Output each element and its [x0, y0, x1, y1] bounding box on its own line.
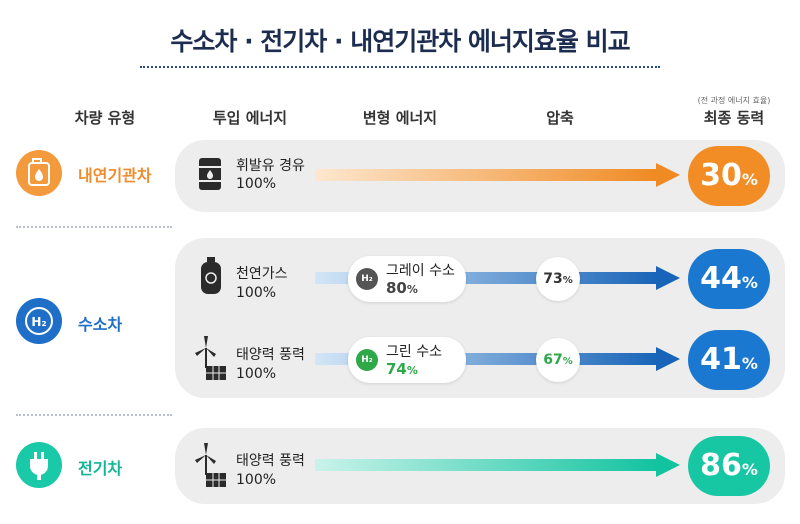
green-source-percent: 100% [236, 366, 277, 382]
vehicle-label-electric: 전기차 [78, 459, 123, 478]
gray-source-name: 천연가스 [236, 266, 288, 282]
header-converted-energy: 변형 에너지 [362, 109, 438, 127]
green-compression-circle: 67% [536, 338, 580, 382]
electric-final-efficiency: 86% [688, 436, 770, 496]
gas-cylinder-icon [198, 256, 224, 300]
header-vehicle-type: 차량 유형 [74, 109, 136, 127]
electric-final-unit: % [741, 460, 758, 479]
fuel-can-icon [16, 150, 62, 196]
gray-hydrogen-pill: H₂ 그레이 수소 80% [348, 256, 466, 302]
ice-source-name: 휘발유 경유 [236, 158, 305, 174]
vehicle-label-hydrogen: 수소차 [78, 315, 123, 334]
row-separator [16, 414, 172, 416]
green-source-name: 태양력 풍력 [236, 347, 305, 363]
green-final-efficiency: 41% [688, 330, 770, 390]
wind-solar-icon [192, 441, 228, 493]
header-final-power-note: (전 과정 에너지 효율) [697, 96, 771, 105]
header-input-energy: 투입 에너지 [212, 109, 288, 127]
gray-final-value: 44 [700, 261, 742, 296]
electric-flow-arrow [315, 453, 680, 481]
gray-h2-badge: H₂ [356, 268, 378, 290]
ice-flow-arrow [315, 163, 680, 191]
gray-hydrogen-percent: 80% [386, 279, 418, 297]
hydrogen-row-panel [175, 238, 785, 398]
svg-text:H₂: H₂ [31, 315, 46, 329]
green-h2-badge: H₂ [356, 349, 378, 371]
row-separator [16, 226, 172, 228]
title-divider [140, 66, 660, 68]
header-compression: 압축 [546, 109, 574, 127]
electric-source-percent: 100% [236, 472, 277, 488]
gray-final-unit: % [741, 273, 758, 292]
gray-compression-circle: 73% [536, 257, 580, 301]
gray-hydrogen-label: 그레이 수소 [386, 263, 455, 279]
electric-final-value: 86 [700, 448, 742, 483]
page-title: 수소차 · 전기차 · 내연기관차 에너지효율 비교 [170, 27, 630, 56]
ice-final-efficiency: 30% [688, 146, 770, 206]
green-hydrogen-label: 그린 수소 [386, 344, 442, 360]
ice-final-value: 30 [700, 158, 742, 193]
vehicle-label-ice: 내연기관차 [78, 166, 152, 185]
gray-final-efficiency: 44% [688, 249, 770, 309]
green-hydrogen-percent: 74% [386, 360, 418, 378]
green-final-value: 41 [700, 342, 742, 377]
green-final-unit: % [741, 354, 758, 373]
electric-source-name: 태양력 풍력 [236, 453, 305, 469]
oil-barrel-icon [196, 156, 224, 196]
ice-source-percent: 100% [236, 176, 277, 192]
ice-final-unit: % [741, 170, 758, 189]
wind-solar-icon [192, 334, 228, 386]
plug-icon [16, 442, 62, 488]
header-final-power: 최종 동력 [703, 109, 765, 127]
h2-icon: H₂ [16, 298, 62, 344]
green-hydrogen-pill: H₂ 그린 수소 74% [348, 337, 466, 383]
gray-source-percent: 100% [236, 285, 277, 301]
